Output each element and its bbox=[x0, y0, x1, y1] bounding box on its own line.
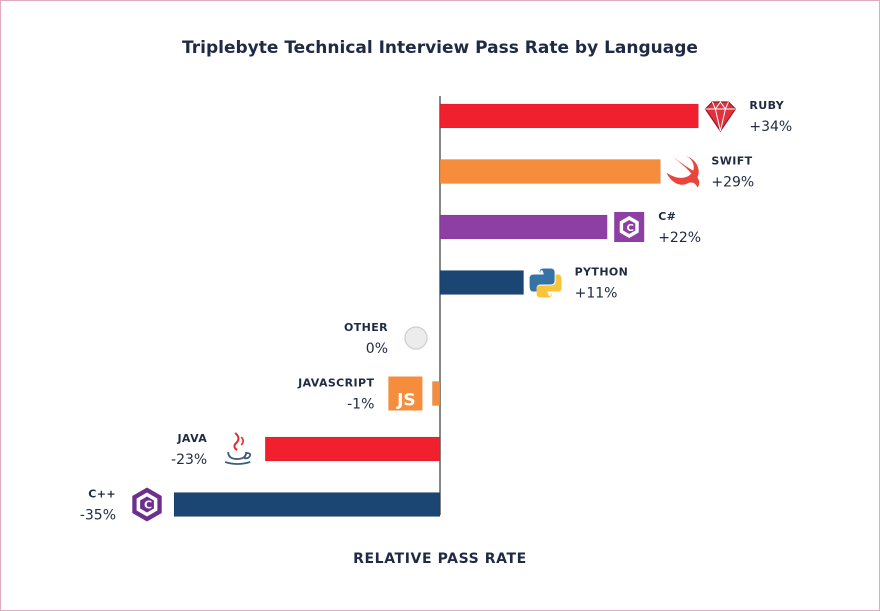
bar-swift bbox=[439, 159, 661, 184]
bar-csharp bbox=[439, 214, 608, 240]
js-logo-icon: JS bbox=[388, 376, 423, 411]
bar-label-cpp: C++ bbox=[88, 488, 116, 501]
chart-title: Triplebyte Technical Interview Pass Rate… bbox=[182, 38, 698, 58]
value-label-other: 0% bbox=[366, 341, 388, 357]
bar-label-other: OTHER bbox=[344, 321, 388, 334]
csharp-logo-icon: C bbox=[614, 212, 645, 242]
svg-text:C: C bbox=[144, 499, 152, 512]
svg-text:JS: JS bbox=[396, 391, 416, 411]
value-label-csharp: +22% bbox=[658, 230, 701, 246]
bar-cpp bbox=[173, 492, 441, 517]
python-logo-icon bbox=[529, 268, 562, 298]
value-label-python: +11% bbox=[575, 286, 618, 302]
bar-java bbox=[264, 436, 441, 462]
x-axis-label: RELATIVE PASS RATE bbox=[353, 551, 527, 567]
value-label-ruby: +34% bbox=[749, 119, 792, 135]
value-label-cpp: -35% bbox=[80, 508, 116, 524]
bar-label-javascript: JAVASCRIPT bbox=[297, 377, 374, 390]
bar-label-swift: SWIFT bbox=[711, 155, 752, 168]
bar-ruby bbox=[439, 103, 699, 129]
bar-python bbox=[439, 270, 524, 295]
value-label-swift: +29% bbox=[711, 175, 754, 191]
cpp-logo-icon: C bbox=[132, 487, 162, 522]
bar-javascript bbox=[432, 381, 441, 406]
bars-layer: RUBY +34% SWIFT +29% C C# +22% PYTHON +11% OTHER 0… bbox=[80, 99, 792, 524]
bar-label-csharp: C# bbox=[658, 210, 676, 223]
swift-bird-icon bbox=[666, 155, 700, 188]
java-cup-icon bbox=[224, 432, 252, 465]
bar-label-python: PYTHON bbox=[575, 266, 629, 279]
bar-label-java: JAVA bbox=[176, 432, 207, 445]
value-label-java: -23% bbox=[171, 452, 207, 468]
circle-icon bbox=[404, 326, 428, 350]
svg-text:C: C bbox=[627, 223, 634, 234]
ruby-gem-icon bbox=[704, 101, 737, 133]
bar-label-ruby: RUBY bbox=[749, 99, 784, 112]
value-label-javascript: -1% bbox=[347, 397, 374, 413]
